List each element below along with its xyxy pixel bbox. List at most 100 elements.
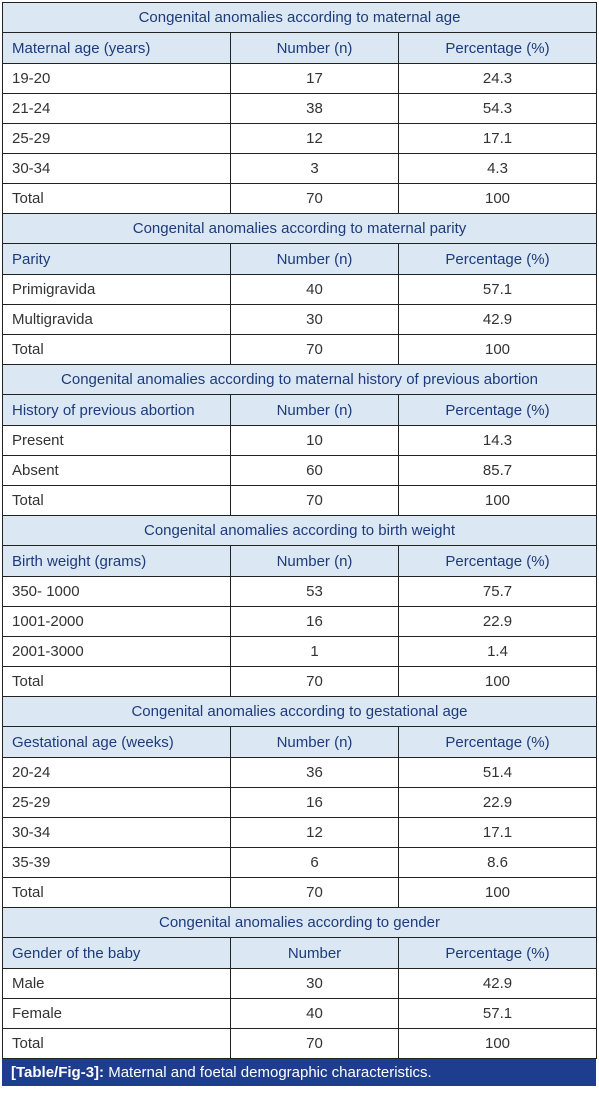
- number-cell: 38: [230, 93, 399, 124]
- table-row: 1001-2000 16 22.9: [2, 606, 597, 637]
- column-header-row: Gestational age (weeks) Number (n) Percent…: [2, 726, 597, 758]
- number-cell: 3: [230, 153, 399, 184]
- table-row: Total 70 100: [2, 1028, 597, 1059]
- table-row: Total 70 100: [2, 183, 597, 214]
- percentage-cell: 42.9: [398, 304, 597, 335]
- number-cell: 16: [230, 787, 399, 818]
- percentage-cell: 4.3: [398, 153, 597, 184]
- percentage-cell: 57.1: [398, 274, 597, 305]
- number-cell: 6: [230, 847, 399, 878]
- column-header: Number: [230, 937, 399, 969]
- table-row: 21-24 38 54.3: [2, 93, 597, 124]
- row-label-cell: 25-29: [2, 787, 231, 818]
- table-row: Absent 60 85.7: [2, 455, 597, 486]
- table-row: 30-34 3 4.3: [2, 153, 597, 184]
- column-header-row: Parity Number (n) Percentage (%): [2, 243, 597, 275]
- number-cell: 30: [230, 968, 399, 999]
- table-row: 19-20 17 24.3: [2, 63, 597, 94]
- row-label-cell: 21-24: [2, 93, 231, 124]
- column-header: Gestational age (weeks): [2, 726, 231, 758]
- table-row: Multigravida 30 42.9: [2, 304, 597, 335]
- row-label-cell: 35-39: [2, 847, 231, 878]
- table-row: Female 40 57.1: [2, 998, 597, 1029]
- table-row: Male 30 42.9: [2, 968, 597, 999]
- percentage-cell: 57.1: [398, 998, 597, 1029]
- table-row: Primigravida 40 57.1: [2, 274, 597, 305]
- percentage-cell: 75.7: [398, 576, 597, 607]
- row-label-cell: 19-20: [2, 63, 231, 94]
- table-row: 35-39 6 8.6: [2, 847, 597, 878]
- number-cell: 40: [230, 274, 399, 305]
- table-row: Total 70 100: [2, 334, 597, 365]
- number-cell: 10: [230, 425, 399, 456]
- percentage-cell: 100: [398, 666, 597, 697]
- percentage-cell: 85.7: [398, 455, 597, 486]
- percentage-cell: 22.9: [398, 787, 597, 818]
- column-header: Percentage (%): [398, 545, 597, 577]
- number-cell: 70: [230, 334, 399, 365]
- column-header: Percentage (%): [398, 243, 597, 275]
- caption-label: [Table/Fig-3]:: [11, 1064, 105, 1081]
- table-row: Total 70 100: [2, 877, 597, 908]
- section-title-row: Congenital anomalies according to matern…: [2, 364, 597, 395]
- row-label-cell: Present: [2, 425, 231, 456]
- column-header: Percentage (%): [398, 394, 597, 426]
- percentage-cell: 17.1: [398, 123, 597, 154]
- percentage-cell: 8.6: [398, 847, 597, 878]
- section-title: Congenital anomalies according to matern…: [2, 213, 597, 244]
- table-caption: [Table/Fig-3]: Maternal and foetal demog…: [2, 1059, 596, 1086]
- row-label-cell: 2001-3000: [2, 636, 231, 667]
- percentage-cell: 24.3: [398, 63, 597, 94]
- section-title-row: Congenital anomalies according to gender: [2, 907, 597, 938]
- column-header: Percentage (%): [398, 32, 597, 64]
- column-header-row: Gender of the baby Number Percentage (%): [2, 937, 597, 969]
- percentage-cell: 42.9: [398, 968, 597, 999]
- table-row: 25-29 16 22.9: [2, 787, 597, 818]
- column-header: Number (n): [230, 32, 399, 64]
- column-header: Percentage (%): [398, 726, 597, 758]
- percentage-cell: 22.9: [398, 606, 597, 637]
- table-row: Total 70 100: [2, 485, 597, 516]
- number-cell: 60: [230, 455, 399, 486]
- number-cell: 70: [230, 485, 399, 516]
- column-header-row: History of previous abortion Number (n) Pe…: [2, 394, 597, 426]
- row-label-cell: Multigravida: [2, 304, 231, 335]
- percentage-cell: 54.3: [398, 93, 597, 124]
- row-label-cell: Total: [2, 1028, 231, 1059]
- row-label-cell: Male: [2, 968, 231, 999]
- table-row: 30-34 12 17.1: [2, 817, 597, 848]
- percentage-cell: 100: [398, 877, 597, 908]
- number-cell: 12: [230, 123, 399, 154]
- column-header: Gender of the baby: [2, 937, 231, 969]
- row-label-cell: Total: [2, 485, 231, 516]
- section-title-row: Congenital anomalies according to birth …: [2, 515, 597, 546]
- table-row: 350- 1000 53 75.7: [2, 576, 597, 607]
- number-cell: 70: [230, 666, 399, 697]
- column-header: Parity: [2, 243, 231, 275]
- number-cell: 53: [230, 576, 399, 607]
- row-label-cell: 20-24: [2, 757, 231, 788]
- section-title-row: Congenital anomalies according to gestat…: [2, 696, 597, 727]
- percentage-cell: 100: [398, 183, 597, 214]
- table-row: 25-29 12 17.1: [2, 123, 597, 154]
- section-title: Congenital anomalies according to matern…: [2, 364, 597, 395]
- table-row: Present 10 14.3: [2, 425, 597, 456]
- section-title-row: Congenital anomalies according to matern…: [2, 2, 597, 33]
- percentage-cell: 17.1: [398, 817, 597, 848]
- percentage-cell: 1.4: [398, 636, 597, 667]
- number-cell: 40: [230, 998, 399, 1029]
- column-header: Number (n): [230, 545, 399, 577]
- row-label-cell: Female: [2, 998, 231, 1029]
- column-header: Number (n): [230, 243, 399, 275]
- section-title-row: Congenital anomalies according to matern…: [2, 213, 597, 244]
- percentage-cell: 100: [398, 485, 597, 516]
- percentage-cell: 14.3: [398, 425, 597, 456]
- number-cell: 70: [230, 1028, 399, 1059]
- row-label-cell: Total: [2, 183, 231, 214]
- row-label-cell: Total: [2, 334, 231, 365]
- column-header: Number (n): [230, 726, 399, 758]
- column-header: Maternal age (years): [2, 32, 231, 64]
- row-label-cell: Total: [2, 877, 231, 908]
- row-label-cell: 350- 1000: [2, 576, 231, 607]
- percentage-cell: 100: [398, 1028, 597, 1059]
